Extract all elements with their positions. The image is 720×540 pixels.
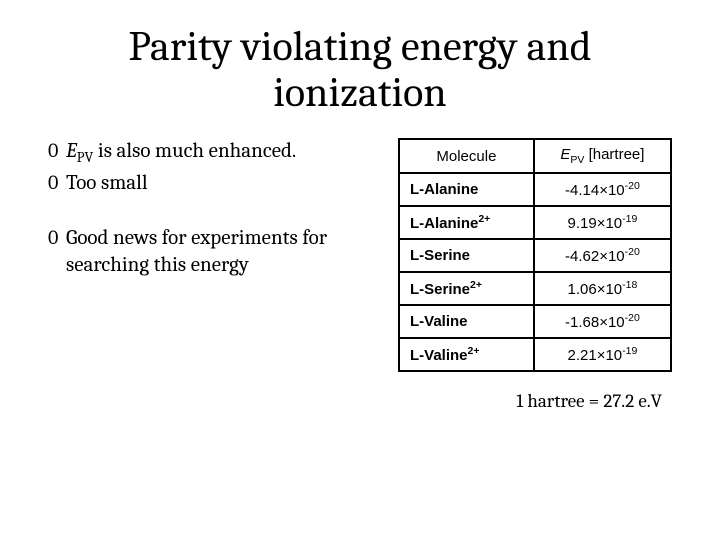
molecule-cell: L-Valine2+ [399, 338, 534, 371]
molecule-cell: L-Valine [399, 305, 534, 338]
bullet-item: 0EPV is also much enhanced. [48, 138, 378, 167]
molecule-cell: L-Alanine [399, 173, 534, 206]
table-row: L-Serine2+1.06×10-18 [399, 272, 671, 305]
molecule-cell: L-Serine [399, 239, 534, 272]
bullet-item: 0Too small [48, 170, 378, 197]
value-cell: 9.19×10-19 [534, 206, 671, 239]
bullet-text: Good news for experiments for searching … [66, 225, 378, 280]
table-row: L-Alanine2+9.19×10-19 [399, 206, 671, 239]
slide-title: Parity violating energy and ionization [48, 24, 672, 116]
table-header-row: MoleculeEPV [hartree] [399, 139, 671, 173]
bullet-item: 0Good news for experiments for searching… [48, 225, 378, 280]
value-cell: -1.68×10-20 [534, 305, 671, 338]
molecule-cell: L-Alanine2+ [399, 206, 534, 239]
footnote: 1 hartree = 27.2 e.V [398, 390, 672, 412]
table-row: L-Serine-4.62×10-20 [399, 239, 671, 272]
epv-table: MoleculeEPV [hartree] L-Alanine-4.14×10-… [398, 138, 672, 372]
value-cell: -4.62×10-20 [534, 239, 671, 272]
value-cell: 2.21×10-19 [534, 338, 671, 371]
table-row: L-Alanine-4.14×10-20 [399, 173, 671, 206]
bullet-mark: 0 [48, 170, 66, 196]
bullet-mark: 0 [48, 225, 66, 251]
content-row: 0EPV is also much enhanced.0Too small 0G… [48, 138, 672, 412]
table-body: L-Alanine-4.14×10-20L-Alanine2+9.19×10-1… [399, 173, 671, 371]
value-cell: 1.06×10-18 [534, 272, 671, 305]
left-column: 0EPV is also much enhanced.0Too small 0G… [48, 138, 378, 412]
value-cell: -4.14×10-20 [534, 173, 671, 206]
table-header-cell: Molecule [399, 139, 534, 173]
right-column: MoleculeEPV [hartree] L-Alanine-4.14×10-… [398, 138, 672, 412]
bullet-block-2: 0Good news for experiments for searching… [48, 225, 378, 280]
table-row: L-Valine-1.68×10-20 [399, 305, 671, 338]
table-head: MoleculeEPV [hartree] [399, 139, 671, 173]
table-row: L-Valine2+2.21×10-19 [399, 338, 671, 371]
molecule-cell: L-Serine2+ [399, 272, 534, 305]
bullet-text: EPV is also much enhanced. [66, 138, 378, 167]
table-header-cell: EPV [hartree] [534, 139, 671, 173]
slide: Parity violating energy and ionization 0… [0, 0, 720, 540]
bullet-mark: 0 [48, 138, 66, 164]
bullet-text: Too small [66, 170, 378, 197]
bullet-block-1: 0EPV is also much enhanced.0Too small [48, 138, 378, 197]
